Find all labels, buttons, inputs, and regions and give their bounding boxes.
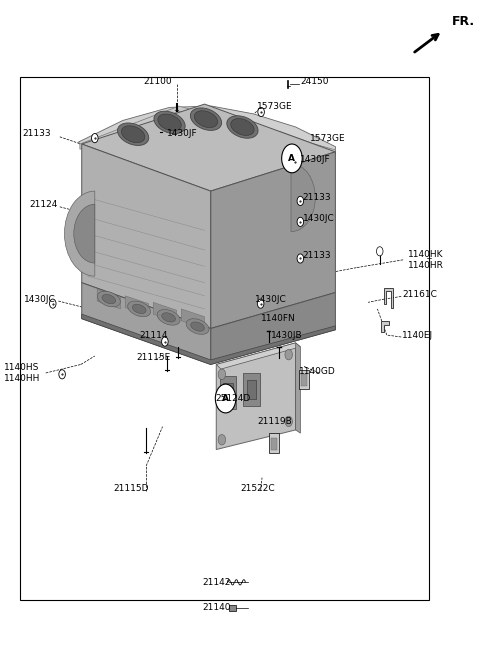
Polygon shape <box>80 106 336 155</box>
Polygon shape <box>216 343 296 449</box>
Text: 1430JC: 1430JC <box>24 294 56 304</box>
Text: 21115E: 21115E <box>136 353 170 363</box>
Ellipse shape <box>157 309 180 325</box>
Polygon shape <box>153 302 177 322</box>
Ellipse shape <box>102 294 116 304</box>
Bar <box>269 433 279 453</box>
Polygon shape <box>216 343 300 369</box>
Polygon shape <box>82 144 211 328</box>
Circle shape <box>297 254 304 263</box>
Polygon shape <box>82 104 336 191</box>
Text: 1140GD: 1140GD <box>300 367 336 376</box>
Ellipse shape <box>194 111 218 127</box>
Text: 1430JB: 1430JB <box>271 330 303 340</box>
Text: 21522C: 21522C <box>240 484 275 493</box>
Text: 21114: 21114 <box>139 330 168 340</box>
Polygon shape <box>78 106 336 152</box>
Wedge shape <box>74 204 95 263</box>
Ellipse shape <box>132 304 146 313</box>
Bar <box>300 371 309 389</box>
Text: FR.: FR. <box>452 14 475 28</box>
Ellipse shape <box>154 111 185 133</box>
Text: 1573GE: 1573GE <box>310 134 345 143</box>
Polygon shape <box>211 292 336 365</box>
Bar <box>301 374 307 386</box>
Ellipse shape <box>162 313 176 322</box>
Text: 21119B: 21119B <box>257 417 292 426</box>
Text: 1430JC: 1430JC <box>303 214 335 223</box>
Polygon shape <box>82 283 211 365</box>
Polygon shape <box>125 296 148 315</box>
Text: 1140FN: 1140FN <box>261 314 295 323</box>
Text: 1140EJ: 1140EJ <box>402 330 433 340</box>
Ellipse shape <box>191 108 222 130</box>
Polygon shape <box>97 289 120 309</box>
Ellipse shape <box>186 319 209 334</box>
Text: 21115D: 21115D <box>113 484 149 493</box>
Polygon shape <box>181 309 204 328</box>
Text: 21142: 21142 <box>202 578 230 587</box>
Polygon shape <box>381 321 389 332</box>
Circle shape <box>218 434 226 445</box>
Ellipse shape <box>191 322 204 331</box>
Ellipse shape <box>118 123 149 145</box>
Ellipse shape <box>97 291 120 307</box>
Bar <box>271 438 277 449</box>
Text: 21140: 21140 <box>202 603 231 612</box>
Bar <box>223 383 233 403</box>
Circle shape <box>258 107 264 116</box>
Ellipse shape <box>121 125 145 143</box>
Ellipse shape <box>227 116 258 138</box>
Text: 24150: 24150 <box>300 77 329 85</box>
Circle shape <box>297 196 304 206</box>
Circle shape <box>291 157 298 166</box>
Circle shape <box>297 217 304 227</box>
Text: 21133: 21133 <box>303 193 331 202</box>
Text: 21161C: 21161C <box>402 290 437 299</box>
Circle shape <box>218 369 226 380</box>
Circle shape <box>282 144 302 173</box>
Ellipse shape <box>158 114 181 131</box>
Text: 21133: 21133 <box>23 129 51 138</box>
Bar <box>20 77 429 600</box>
Circle shape <box>162 337 168 346</box>
Text: 21100: 21100 <box>144 77 172 85</box>
Text: 21133: 21133 <box>303 251 331 260</box>
Circle shape <box>257 299 264 308</box>
Text: 1573GE: 1573GE <box>257 102 293 110</box>
Wedge shape <box>64 191 95 276</box>
Text: 1430JF: 1430JF <box>167 129 198 138</box>
Text: 25124D: 25124D <box>216 394 251 403</box>
Polygon shape <box>384 288 393 307</box>
Circle shape <box>49 299 56 308</box>
Text: 1140HK
1140HR: 1140HK 1140HR <box>408 250 444 269</box>
Circle shape <box>285 350 292 360</box>
Circle shape <box>285 416 292 426</box>
Circle shape <box>59 370 65 379</box>
Ellipse shape <box>128 301 151 317</box>
Bar <box>219 376 236 409</box>
Text: A: A <box>222 394 229 403</box>
Text: 1430JF: 1430JF <box>300 155 331 164</box>
Ellipse shape <box>231 118 254 135</box>
Text: 21124: 21124 <box>29 200 58 209</box>
Circle shape <box>216 384 236 413</box>
Bar <box>243 373 260 406</box>
Wedge shape <box>291 164 315 232</box>
Bar <box>247 380 256 399</box>
Circle shape <box>92 133 98 143</box>
Circle shape <box>376 247 383 256</box>
Text: 1430JC: 1430JC <box>255 294 287 304</box>
Polygon shape <box>296 343 300 433</box>
Text: 1140HS
1140HH: 1140HS 1140HH <box>4 363 40 382</box>
Text: A: A <box>288 154 295 163</box>
Polygon shape <box>82 314 336 365</box>
Bar <box>229 604 236 611</box>
Polygon shape <box>211 152 336 328</box>
